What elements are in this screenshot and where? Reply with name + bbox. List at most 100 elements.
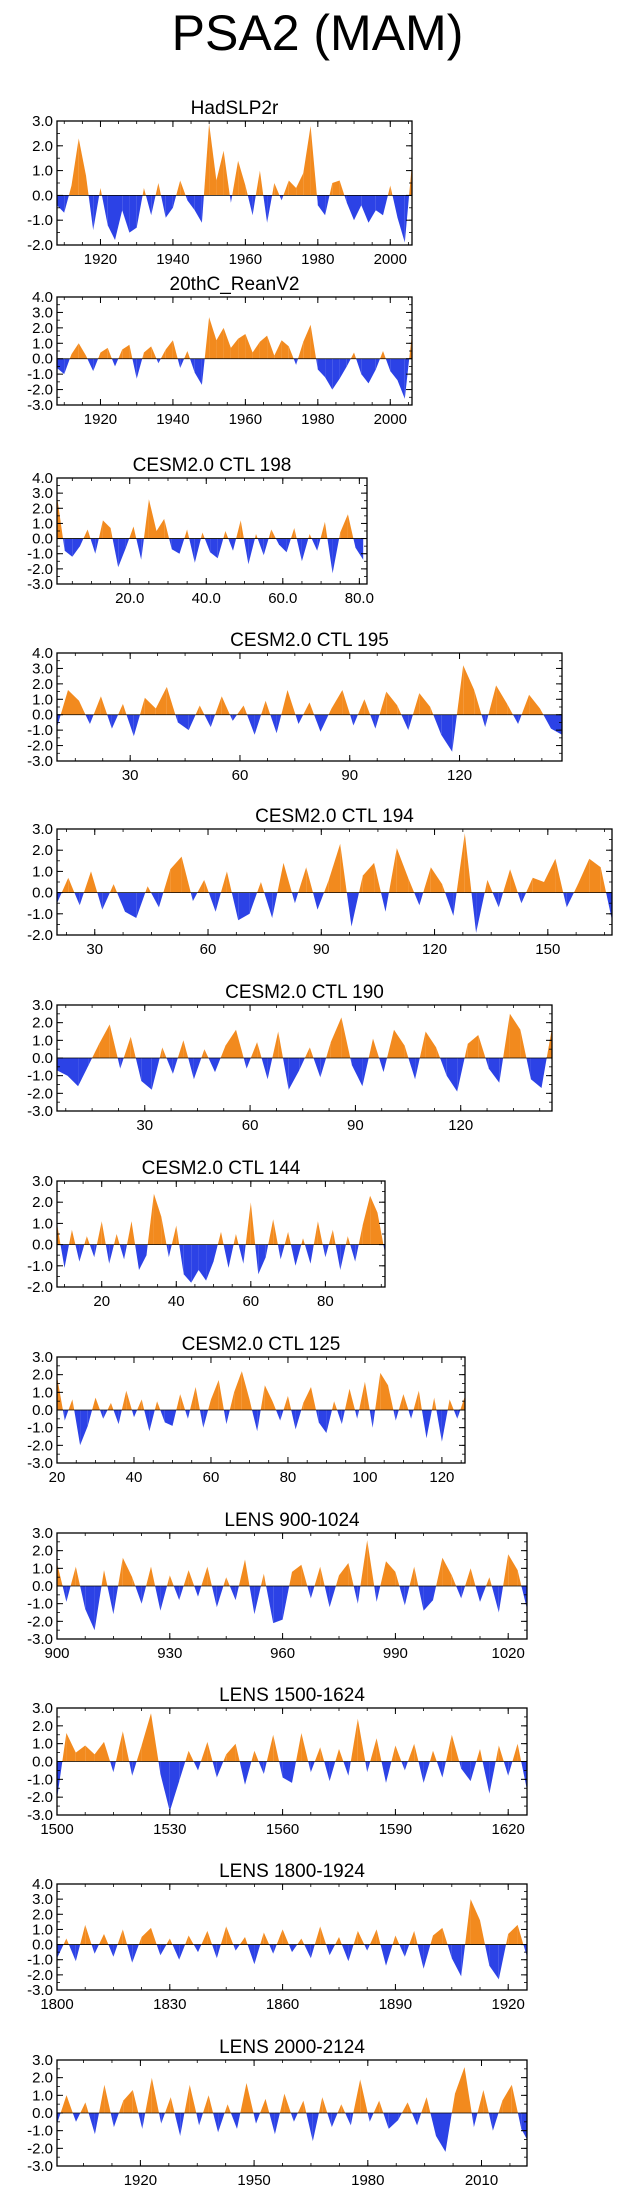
negative-anomaly-fill: [89, 1244, 95, 1258]
positive-anomaly-fill: [512, 1743, 518, 1762]
positive-anomaly-fill: [403, 1394, 409, 1410]
negative-anomaly-fill: [367, 1761, 371, 1773]
negative-anomaly-fill: [261, 1058, 268, 1080]
positive-anomaly-fill: [116, 1234, 120, 1245]
x-tick-label: 60: [203, 1469, 220, 1486]
negative-anomaly-fill: [141, 1586, 147, 1604]
positive-anomaly-fill: [284, 2093, 291, 2113]
negative-anomaly-fill: [274, 2113, 280, 2135]
plot-frame: [56, 1004, 553, 1112]
y-tick-label: -1.0: [27, 1258, 53, 1275]
negative-anomaly-fill: [111, 714, 119, 729]
positive-anomaly-fill: [223, 150, 230, 196]
positive-anomaly-fill: [79, 700, 86, 715]
negative-anomaly-fill: [563, 892, 567, 908]
negative-anomaly-fill: [461, 1944, 466, 1977]
negative-anomaly-fill: [267, 1058, 273, 1080]
negative-anomaly-fill: [320, 1058, 327, 1078]
x-tick-label: 1830: [153, 1996, 186, 2013]
negative-anomaly-fill: [249, 892, 258, 914]
negative-anomaly-fill: [357, 1410, 360, 1419]
positive-anomaly-fill: [164, 518, 170, 539]
negative-anomaly-fill: [503, 1761, 509, 1776]
negative-anomaly-fill: [276, 1410, 281, 1421]
positive-anomaly-fill: [317, 1221, 323, 1245]
y-tick-label: 2.0: [32, 1718, 53, 1735]
positive-anomaly-fill: [68, 185, 72, 196]
positive-anomaly-fill: [442, 1927, 448, 1945]
chart-panel: HadSLP2r 3.0 2.0 1.0 0.0 -1.0 -2.0 1920 1940 1960…: [27, 98, 413, 268]
negative-anomaly-fill: [306, 2113, 313, 2142]
negative-anomaly-fill: [326, 1410, 332, 1433]
negative-anomaly-fill: [246, 1058, 251, 1069]
y-tick-label: -1.0: [27, 2123, 53, 2140]
positive-anomaly-fill: [287, 690, 296, 715]
positive-anomaly-fill: [170, 2097, 175, 2113]
positive-anomaly-fill: [419, 693, 431, 715]
positive-anomaly-fill: [187, 529, 190, 539]
negative-anomaly-fill: [107, 714, 112, 729]
negative-anomaly-fill: [74, 892, 80, 906]
positive-anomaly-fill: [350, 1718, 358, 1762]
positive-anomaly-fill: [418, 1390, 422, 1410]
positive-anomaly-fill: [207, 1566, 212, 1586]
negative-anomaly-fill: [518, 714, 522, 724]
y-tick-label: 2.0: [32, 1543, 53, 1560]
negative-anomaly-fill: [521, 1586, 527, 1609]
positive-anomaly-fill: [303, 1238, 305, 1245]
positive-anomaly-fill: [99, 188, 101, 196]
y-tick-label: 0.0: [32, 707, 53, 724]
positive-anomaly-fill: [115, 1731, 123, 1762]
chart-title: LENS 1800-1924: [219, 1861, 365, 1882]
negative-anomaly-fill: [346, 358, 351, 367]
positive-anomaly-fill: [133, 526, 137, 539]
negative-anomaly-fill: [453, 1410, 458, 1419]
chart-panel: CESM2.0 CTL 190 3.02.01.00.0-1.0-2.0-3.0 3…: [27, 982, 553, 1134]
negative-anomaly-fill: [125, 538, 130, 548]
positive-anomaly-fill: [339, 180, 345, 196]
negative-anomaly-fill: [397, 358, 405, 399]
positive-anomaly-fill: [141, 1399, 145, 1410]
negative-anomaly-fill: [204, 538, 211, 553]
positive-anomaly-fill: [101, 1570, 104, 1586]
y-tick-label: -1.0: [27, 722, 53, 739]
positive-anomaly-fill: [419, 1031, 426, 1058]
negative-anomaly-fill: [461, 1761, 471, 1782]
positive-anomaly-fill: [160, 349, 166, 359]
negative-anomaly-fill: [290, 1244, 296, 1266]
positive-anomaly-fill: [83, 871, 91, 893]
negative-anomaly-fill: [316, 195, 318, 206]
positive-anomaly-fill: [344, 1388, 350, 1410]
positive-anomaly-fill: [66, 1938, 69, 1945]
positive-anomaly-fill: [412, 693, 420, 715]
positive-anomaly-fill: [99, 1024, 110, 1058]
x-tick-label: 60: [242, 1117, 259, 1134]
negative-anomaly-fill: [355, 538, 364, 560]
negative-anomaly-fill: [383, 195, 388, 216]
x-tick-label: 1950: [237, 2172, 270, 2189]
plot-frame: [56, 1707, 528, 1816]
positive-anomaly-fill: [131, 1221, 136, 1245]
negative-anomaly-fill: [118, 538, 126, 568]
positive-anomaly-fill: [220, 1045, 226, 1058]
positive-anomaly-fill: [283, 1395, 288, 1410]
positive-anomaly-fill: [155, 686, 167, 715]
negative-anomaly-fill: [318, 1410, 327, 1433]
positive-anomaly-fill: [470, 1568, 476, 1586]
positive-anomaly-fill: [578, 858, 590, 893]
positive-anomaly-fill: [484, 879, 488, 893]
positive-anomaly-fill: [350, 352, 354, 359]
negative-anomaly-fill: [353, 714, 358, 726]
negative-anomaly-fill: [141, 1058, 152, 1090]
x-tick-label: 1530: [153, 1821, 186, 1838]
plot-frame: [56, 296, 413, 406]
positive-anomaly-fill: [66, 1733, 76, 1762]
negative-anomaly-fill: [471, 892, 477, 933]
negative-anomaly-fill: [194, 1586, 198, 1597]
negative-anomaly-fill: [530, 1058, 542, 1088]
positive-anomaly-fill: [122, 703, 127, 715]
positive-anomaly-fill: [387, 185, 391, 196]
negative-anomaly-fill: [383, 2113, 389, 2129]
positive-anomaly-fill: [390, 185, 393, 196]
positive-anomaly-fill: [204, 317, 210, 359]
